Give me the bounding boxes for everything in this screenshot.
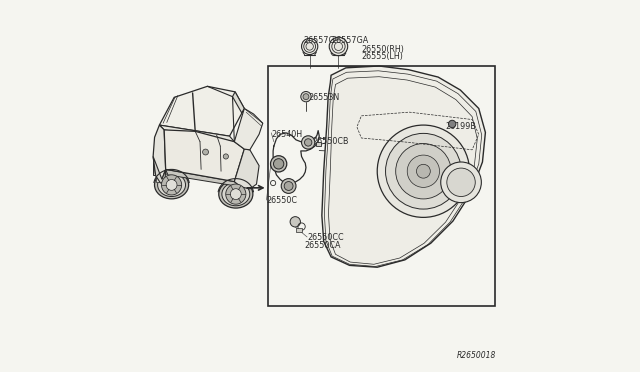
Text: 26199B: 26199B (445, 122, 476, 131)
Circle shape (161, 175, 182, 195)
Text: 26550CA: 26550CA (305, 241, 341, 250)
Circle shape (281, 179, 296, 193)
Polygon shape (164, 130, 244, 182)
Ellipse shape (222, 183, 250, 206)
Bar (296, 228, 302, 232)
Circle shape (273, 159, 284, 169)
Circle shape (329, 37, 348, 56)
Circle shape (417, 164, 430, 178)
Circle shape (226, 184, 246, 204)
Polygon shape (234, 149, 259, 189)
Polygon shape (166, 169, 241, 187)
Bar (156, 176, 165, 182)
Circle shape (447, 168, 476, 196)
Bar (316, 142, 321, 146)
Circle shape (301, 38, 318, 55)
Bar (153, 161, 161, 175)
Ellipse shape (219, 180, 253, 208)
Circle shape (223, 154, 228, 159)
Ellipse shape (154, 171, 189, 199)
Polygon shape (234, 109, 263, 150)
Bar (268, 66, 495, 306)
Polygon shape (159, 86, 244, 136)
Text: 26550CC: 26550CC (307, 233, 344, 242)
Polygon shape (153, 157, 166, 183)
Text: 26550CB: 26550CB (312, 137, 348, 146)
Circle shape (301, 92, 311, 102)
Circle shape (407, 155, 440, 187)
Circle shape (166, 179, 177, 190)
Ellipse shape (157, 173, 186, 196)
Text: 26553N: 26553N (308, 93, 339, 102)
Circle shape (290, 217, 300, 227)
Text: 26550(RH): 26550(RH) (362, 45, 404, 54)
Circle shape (396, 144, 451, 199)
Text: 26557G: 26557G (303, 36, 335, 45)
Circle shape (230, 189, 241, 199)
Text: 26555(LH): 26555(LH) (362, 52, 403, 61)
Polygon shape (232, 92, 244, 113)
Text: 26550C: 26550C (266, 196, 298, 205)
Text: 26540H: 26540H (271, 130, 302, 139)
Circle shape (377, 125, 470, 217)
Circle shape (385, 134, 461, 209)
Polygon shape (153, 125, 166, 179)
Text: 26557GA: 26557GA (331, 36, 369, 45)
Circle shape (284, 182, 293, 190)
Circle shape (305, 139, 312, 146)
Circle shape (203, 149, 209, 155)
Polygon shape (322, 66, 485, 267)
Circle shape (449, 120, 456, 128)
Text: R2650018: R2650018 (456, 351, 496, 360)
Polygon shape (159, 125, 234, 142)
Circle shape (441, 162, 481, 203)
Circle shape (301, 136, 315, 149)
Circle shape (303, 94, 309, 100)
Circle shape (271, 156, 287, 172)
